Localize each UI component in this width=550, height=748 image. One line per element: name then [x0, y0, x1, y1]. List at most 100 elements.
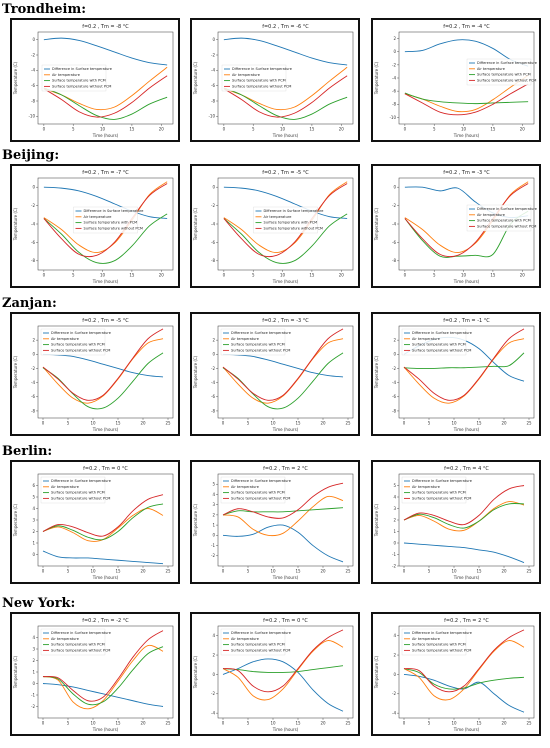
x-tick-label: 10: [461, 273, 467, 278]
chart-panel: f=0.2 , Tm = 2 °C 0 5 10 15 20 25 4 2 0 -2 -4 Time (…: [371, 612, 541, 736]
x-tick-label: 20: [339, 273, 345, 278]
x-tick-label: 0: [42, 421, 45, 426]
series-line: [42, 550, 164, 565]
x-tick-label: 15: [309, 273, 315, 278]
x-tick-label: 5: [67, 421, 70, 426]
legend-label: Surface temperature with PCM: [232, 79, 286, 83]
chart-legend: Difference in Surface temperature Air tem…: [466, 58, 537, 86]
y-tick-label: -2: [211, 553, 215, 558]
chart-title: f=0.2 , Tm = -1 °C: [443, 318, 490, 324]
y-tick-label: -2: [31, 52, 35, 57]
y-tick-label: -4: [31, 380, 35, 385]
x-tick-label: 5: [252, 127, 255, 132]
legend-box: [466, 204, 532, 232]
y-tick-label: -2: [392, 203, 396, 208]
plot-frame: [217, 31, 354, 125]
legend-label: Difference in Surface temperature: [412, 631, 472, 635]
legend-label: Difference in Surface temperature: [264, 209, 324, 213]
y-tick-label: -8: [211, 408, 215, 413]
legend-label: Air temperature: [52, 73, 80, 77]
y-tick-label: -2: [211, 691, 215, 696]
legend-box: [40, 328, 106, 356]
y-tick-label: -4: [392, 380, 396, 385]
series-line: [404, 92, 529, 105]
x-tick-label: 20: [501, 569, 507, 574]
x-tick-label: 25: [526, 721, 532, 726]
y-tick-label: -8: [392, 408, 396, 413]
line-chart: f=0.2 , Tm = -5 °C0 5 10 15 20 2520-2-4-6-8Ti…: [13, 318, 174, 432]
x-tick-label: 0: [222, 721, 225, 726]
chart-title: f=0.2 , Tm = -3 °C: [262, 318, 309, 324]
y-tick-label: -8: [31, 408, 35, 413]
y-tick-label: -2: [392, 563, 396, 568]
series-line: [222, 328, 344, 401]
series-line: [404, 183, 529, 258]
y-tick-label: 2: [212, 512, 215, 517]
line-chart: f=0.2 , Tm = -1 °C0 5 10 15 20 2520-2-4-6-8Ti…: [374, 318, 535, 432]
y-tick-label: 4: [212, 492, 215, 497]
chart-legend: Difference in Surface temperature Air tem…: [73, 206, 144, 234]
y-tick-label: -10: [28, 114, 35, 119]
city-heading: Berlin:: [2, 444, 53, 459]
x-tick-label: 15: [129, 273, 135, 278]
y-tick-label: -4: [392, 711, 396, 716]
x-tick-label: 0: [222, 421, 225, 426]
x-tick-label: 10: [451, 569, 457, 574]
chart-title: f=0.2 , Tm = -3 °C: [443, 170, 490, 176]
y-tick-label: 2: [393, 36, 396, 41]
legend-box: [401, 328, 467, 356]
series-line: [403, 640, 525, 701]
legend-label: Surface temperature with PCM: [52, 79, 106, 83]
x-tick-label: 20: [520, 273, 526, 278]
y-axis-label: Temperature (C): [374, 207, 379, 241]
legend-box: [40, 476, 106, 504]
x-tick-label: 5: [433, 273, 436, 278]
y-tick-label: -8: [392, 102, 396, 107]
chart-title: f=0.2 , Tm = -5 °C: [262, 170, 309, 176]
legend-label: Difference in Surface temperature: [477, 207, 537, 211]
chart-panel: f=0.2 , Tm = -4 °C 0 5 10 15 20 2 0 -2 -4 -6 -8 -10 T…: [371, 18, 541, 142]
chart-title: f=0.2 , Tm = 4 °C: [444, 466, 489, 472]
series-line: [222, 507, 344, 516]
y-tick-label: 3: [393, 506, 396, 511]
chart-title: f=0.2 , Tm = -5 °C: [82, 318, 129, 324]
x-tick-label: 0: [43, 127, 46, 132]
y-tick-label: 0: [32, 681, 35, 686]
legend-label: Air temperature: [51, 337, 79, 341]
y-tick-label: -4: [211, 221, 215, 226]
legend-label: Surface temperature with PCM: [477, 219, 531, 223]
chart-legend: Difference in Surface temperature Air tem…: [401, 628, 472, 656]
x-tick-label: 20: [501, 721, 507, 726]
y-tick-label: 0: [212, 185, 215, 190]
x-tick-label: 15: [295, 421, 301, 426]
x-tick-label: 15: [476, 721, 482, 726]
x-tick-label: 20: [159, 127, 165, 132]
y-tick-label: -2: [211, 52, 215, 57]
legend-label: Surface temperature with PCM: [231, 491, 285, 495]
series-line: [223, 87, 348, 120]
legend-label: Air temperature: [232, 73, 260, 77]
series-line: [222, 482, 344, 519]
legend-label: Difference in Surface temperature: [84, 209, 144, 213]
y-tick-label: -8: [392, 258, 396, 263]
y-tick-label: 2: [32, 338, 35, 343]
series-line: [222, 665, 344, 674]
y-axis-label: Temperature (C): [374, 655, 379, 689]
x-tick-label: 10: [461, 127, 467, 132]
plot-frame: [217, 325, 354, 419]
line-chart: f=0.2 , Tm = -4 °C0 5 10 15 2020-2-4-6-8-10T…: [374, 24, 537, 138]
y-axis-label: Temperature (C): [193, 355, 198, 389]
x-tick-label: 15: [490, 127, 496, 132]
y-tick-label: -6: [211, 240, 215, 245]
y-axis-label: Temperature (C): [13, 207, 18, 241]
x-tick-label: 5: [247, 721, 250, 726]
legend-label: Surface temperature without PCM: [84, 226, 143, 230]
legend-label: Surface temperature without PCM: [52, 84, 111, 88]
chart-legend: Difference in Surface temperature Air tem…: [40, 328, 111, 356]
legend-label: Surface temperature without PCM: [477, 78, 536, 82]
series-line: [403, 668, 525, 690]
chart-legend: Difference in Surface temperature Air tem…: [220, 476, 291, 504]
series-line: [222, 524, 344, 563]
y-tick-label: -4: [31, 221, 35, 226]
series-line: [42, 683, 164, 707]
